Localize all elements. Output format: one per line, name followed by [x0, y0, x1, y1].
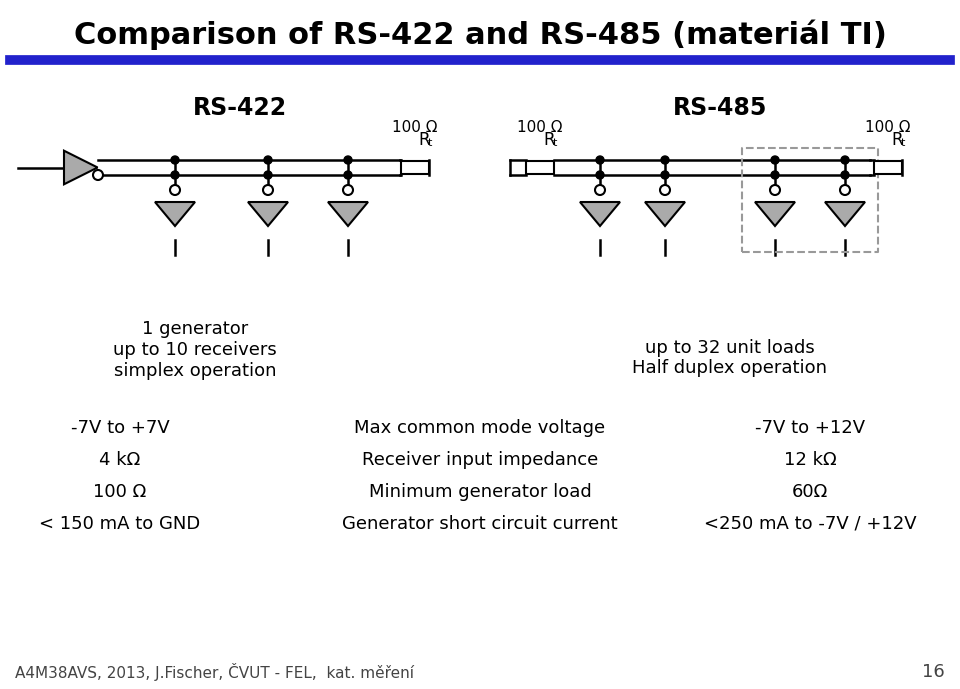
- Circle shape: [771, 171, 779, 179]
- Text: t: t: [901, 138, 905, 148]
- Polygon shape: [825, 202, 865, 226]
- Circle shape: [771, 156, 779, 164]
- Text: Generator short circuit current: Generator short circuit current: [342, 515, 618, 533]
- Text: -7V to +7V: -7V to +7V: [71, 419, 169, 437]
- Text: Max common mode voltage: Max common mode voltage: [354, 419, 606, 437]
- Circle shape: [344, 156, 352, 164]
- Text: Minimum generator load: Minimum generator load: [369, 483, 591, 501]
- Circle shape: [344, 171, 352, 179]
- Text: 12 kΩ: 12 kΩ: [783, 451, 836, 469]
- Circle shape: [596, 171, 604, 179]
- Circle shape: [93, 170, 103, 180]
- Circle shape: [770, 185, 780, 195]
- Text: 1 generator
up to 10 receivers
simplex operation: 1 generator up to 10 receivers simplex o…: [113, 320, 276, 380]
- Text: 16: 16: [923, 663, 945, 681]
- Text: up to 32 unit loads
Half duplex operation: up to 32 unit loads Half duplex operatio…: [633, 338, 828, 378]
- Text: 60Ω: 60Ω: [792, 483, 828, 501]
- Polygon shape: [155, 202, 195, 226]
- Polygon shape: [755, 202, 795, 226]
- Polygon shape: [580, 202, 620, 226]
- Circle shape: [841, 171, 849, 179]
- Circle shape: [840, 185, 850, 195]
- Circle shape: [263, 185, 273, 195]
- Text: < 150 mA to GND: < 150 mA to GND: [39, 515, 201, 533]
- Circle shape: [841, 156, 849, 164]
- Text: t: t: [428, 138, 432, 148]
- Text: 100 Ω: 100 Ω: [93, 483, 147, 501]
- Text: 100 Ω: 100 Ω: [393, 121, 438, 136]
- Circle shape: [661, 156, 669, 164]
- Circle shape: [343, 185, 353, 195]
- Circle shape: [170, 185, 180, 195]
- Text: <250 mA to -7V / +12V: <250 mA to -7V / +12V: [704, 515, 916, 533]
- Polygon shape: [248, 202, 288, 226]
- Text: R: R: [418, 131, 430, 149]
- Circle shape: [596, 156, 604, 164]
- Circle shape: [264, 171, 272, 179]
- Text: R: R: [891, 131, 902, 149]
- Text: 100 Ω: 100 Ω: [865, 121, 911, 136]
- Bar: [874, 161, 902, 174]
- Text: Comparison of RS-422 and RS-485 (materiál TI): Comparison of RS-422 and RS-485 (materiá…: [74, 20, 886, 50]
- Polygon shape: [328, 202, 368, 226]
- Text: A4M38AVS, 2013, J.Fischer, ČVUT - FEL,  kat. měření: A4M38AVS, 2013, J.Fischer, ČVUT - FEL, k…: [15, 663, 414, 681]
- Text: Receiver input impedance: Receiver input impedance: [362, 451, 598, 469]
- Circle shape: [171, 171, 179, 179]
- Text: t: t: [553, 138, 558, 148]
- Text: 4 kΩ: 4 kΩ: [100, 451, 140, 469]
- Circle shape: [171, 156, 179, 164]
- Text: -7V to +12V: -7V to +12V: [755, 419, 865, 437]
- Polygon shape: [645, 202, 685, 226]
- Polygon shape: [64, 151, 98, 184]
- Circle shape: [264, 156, 272, 164]
- Text: R: R: [543, 131, 555, 149]
- Text: RS-422: RS-422: [193, 96, 287, 120]
- Circle shape: [660, 185, 670, 195]
- Bar: [526, 161, 554, 174]
- Text: 100 Ω: 100 Ω: [517, 121, 563, 136]
- Circle shape: [595, 185, 605, 195]
- Bar: [401, 161, 429, 174]
- Text: RS-485: RS-485: [673, 96, 767, 120]
- Circle shape: [661, 171, 669, 179]
